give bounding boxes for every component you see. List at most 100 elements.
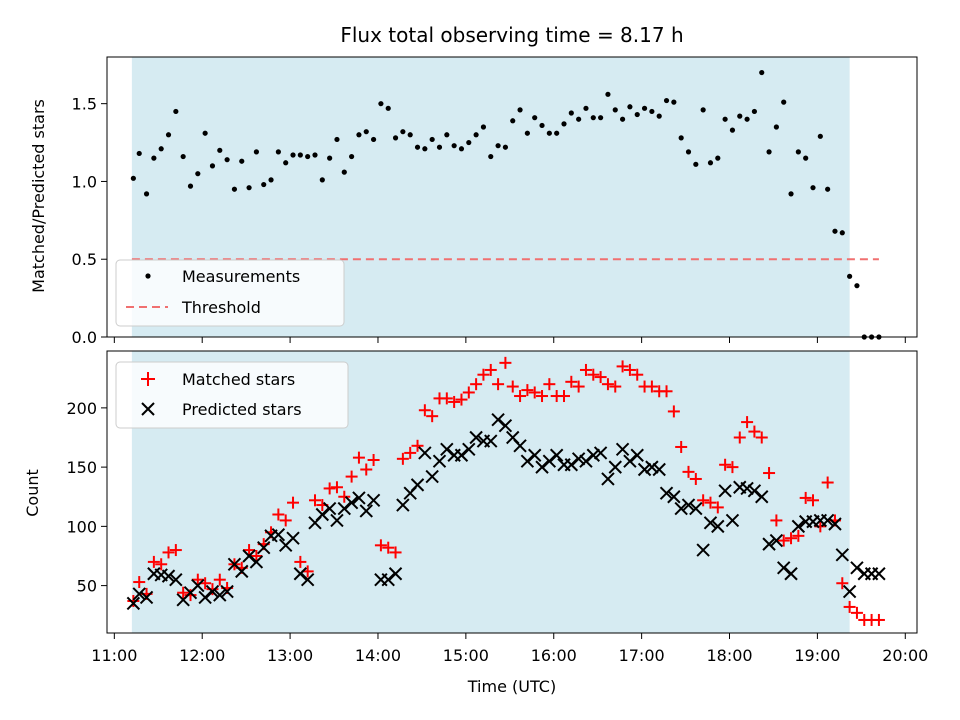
- measurement-point: [729, 127, 736, 133]
- measurement-point: [327, 155, 333, 161]
- predicted-star-point: [418, 446, 432, 460]
- predicted-star-point: [718, 484, 732, 498]
- matched-star-point: [821, 476, 834, 489]
- matched-star-point: [601, 378, 614, 391]
- predicted-star-point: [235, 564, 249, 579]
- measurement-point: [612, 107, 618, 113]
- matched-star-point: [492, 378, 505, 391]
- matched-star-point: [755, 431, 768, 444]
- matched-star-point: [499, 356, 512, 369]
- matched-star-point: [287, 496, 300, 509]
- matched-star-point: [162, 546, 175, 559]
- measurement-point: [436, 144, 443, 150]
- measurement-point: [305, 153, 311, 160]
- matched-star-point: [147, 555, 160, 568]
- matched-star-point: [667, 405, 680, 418]
- measurement-point: [268, 177, 274, 183]
- measurement-point: [202, 130, 208, 136]
- y-tick-label: 200: [66, 399, 97, 418]
- ratio-y-ticks: 0.0 0.5 1.0 1.5: [72, 95, 107, 347]
- measurement-point: [678, 135, 684, 141]
- matched-star-point: [243, 544, 256, 557]
- matched-star-point: [733, 431, 746, 444]
- legend-predicted-label: Predicted stars: [182, 400, 302, 419]
- matched-star-point: [770, 514, 783, 527]
- matched-star-point: [836, 577, 849, 590]
- measurement-point: [839, 230, 845, 236]
- predicted-star-point: [161, 569, 176, 583]
- predicted-star-point: [344, 495, 359, 510]
- measurement-point: [165, 132, 172, 138]
- measurement-point: [751, 108, 758, 115]
- x-tick-label: 20:00: [882, 646, 928, 665]
- legend-matched-label: Matched stars: [182, 370, 295, 389]
- predicted-star-point: [139, 590, 154, 605]
- matched-star-point: [675, 440, 688, 453]
- predicted-star-point: [484, 434, 498, 448]
- measurement-point: [319, 177, 325, 183]
- ratio-legend-box: [115, 259, 345, 327]
- measurement-point: [363, 129, 369, 135]
- matched-star-point: [448, 395, 461, 408]
- predicted-star-point: [205, 584, 220, 599]
- measurement-point: [803, 155, 809, 161]
- measurement-point: [422, 146, 428, 152]
- measurement-point: [576, 116, 582, 122]
- predicted-star-point: [652, 462, 666, 477]
- ratio-legend: Measurements Threshold: [115, 259, 345, 327]
- measurement-point: [773, 124, 779, 130]
- measurement-point: [130, 175, 136, 181]
- predicted-star-point: [366, 493, 381, 508]
- measurement-point: [290, 152, 296, 158]
- predicted-star-point: [769, 533, 784, 548]
- predicted-star-point: [286, 531, 300, 545]
- measurement-point: [663, 97, 670, 104]
- legend-threshold-label: Threshold: [181, 298, 261, 317]
- matched-star-point: [177, 586, 190, 599]
- matched-star-point: [711, 501, 724, 514]
- predicted-star-point: [132, 587, 146, 601]
- matched-star-point: [338, 490, 351, 503]
- matched-star-point: [557, 390, 570, 403]
- measurement-point: [246, 185, 252, 191]
- matched-star-point: [843, 600, 856, 613]
- predicted-star-point: [703, 516, 718, 530]
- measurement-point: [517, 107, 523, 113]
- measurement-point: [554, 130, 560, 136]
- predicted-star-point: [549, 448, 564, 462]
- x-tick-label: 13:00: [267, 646, 313, 665]
- predicted-star-point: [169, 572, 183, 587]
- measurement-point: [356, 132, 362, 138]
- ratio-points: [130, 69, 882, 340]
- x-tick-label: 16:00: [531, 646, 577, 665]
- measurement-point: [546, 130, 552, 136]
- matched-star-point: [741, 416, 754, 429]
- matched-star-point: [191, 573, 204, 586]
- measurement-point: [825, 186, 831, 192]
- measurement-point: [349, 153, 355, 160]
- x-tick-label: 19:00: [794, 646, 840, 665]
- matched-star-point: [799, 491, 812, 504]
- measurement-point: [341, 169, 347, 175]
- y-tick-label: 100: [66, 517, 97, 536]
- predicted-star-point: [615, 442, 630, 457]
- x-tick-label: 14:00: [355, 646, 401, 665]
- measurement-point: [488, 153, 494, 160]
- measurement-point: [744, 116, 750, 122]
- matched-star-point: [352, 451, 365, 464]
- matched-star-point: [455, 393, 468, 406]
- measurement-point: [722, 116, 728, 122]
- measurement-point: [283, 160, 289, 166]
- measurement-point: [795, 149, 801, 155]
- matched-star-point: [872, 613, 885, 626]
- ratio-y-label: Matched/Predicted stars: [29, 99, 48, 293]
- counts-axes-frame: [106, 350, 918, 634]
- predicted-star-point: [352, 491, 366, 505]
- measurement-point: [590, 115, 596, 121]
- predicted-star-point: [300, 572, 315, 587]
- predicted-star-point: [410, 478, 425, 492]
- matched-star-point: [726, 461, 739, 474]
- ratio-panel: Flux total observing time = 8.17 h 0.00.…: [29, 23, 918, 347]
- predicted-star-point: [872, 567, 886, 581]
- matched-star-point: [514, 390, 527, 403]
